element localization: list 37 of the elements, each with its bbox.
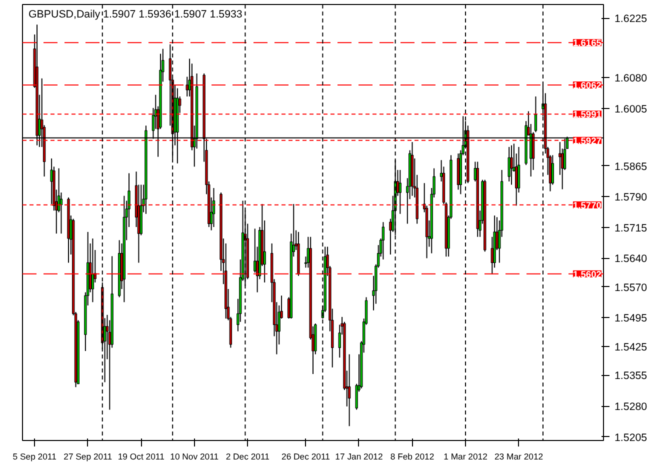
y-tick-label: 1.5280 [614,401,648,414]
candlestick [382,222,385,260]
y-tick-label: 1.6225 [614,13,648,26]
y-tick-label: 1.5715 [614,222,648,234]
x-tick-label: 17 Jan 2012 [335,452,384,462]
x-tick-label: 23 Mar 2012 [494,452,544,462]
ref-line-label: 1.5991 [572,110,602,120]
candlestick [398,169,402,214]
x-tick-label: 5 Sep 2011 [12,452,57,462]
y-tick-label: 1.5790 [614,192,648,204]
y-tick-label: 1.5570 [614,282,648,294]
candlestick [348,354,351,427]
ref-line-label: 1.5927 [572,136,602,146]
ref-line-label: 1.6165 [572,38,602,48]
x-tick-label: 26 Dec 2011 [282,452,330,462]
ref-line-label: 1.5770 [572,200,602,210]
chart-title: GBPUSD,Daily 1.5907 1.5936 1.5907 1.5933 [28,8,242,20]
x-tick-label: 2 Dec 2011 [226,452,270,462]
y-tick-label: 1.5425 [614,341,648,354]
x-tick-label: 1 Mar 2012 [444,452,488,462]
x-tick-label: 19 Oct 2011 [118,452,165,462]
x-tick-label: 10 Nov 2011 [170,452,219,462]
y-tick-label: 1.6080 [614,72,648,85]
y-tick-label: 1.6005 [614,103,648,116]
x-tick-label: 27 Sep 2011 [64,452,112,462]
y-tick-label: 1.5865 [614,160,648,173]
candlestick [534,96,538,133]
ref-line-label: 1.6062 [572,80,602,90]
candlestick [508,146,510,182]
y-tick-label: 1.5495 [614,312,648,325]
x-tick-label: 8 Feb 2012 [390,452,434,462]
candlestick [91,238,94,303]
ref-line-label: 1.5602 [572,269,602,280]
y-tick-label: 1.5205 [614,432,648,444]
candlestick [510,144,513,186]
y-tick-label: 1.5355 [614,370,648,382]
y-tick-label: 1.5640 [614,253,648,266]
